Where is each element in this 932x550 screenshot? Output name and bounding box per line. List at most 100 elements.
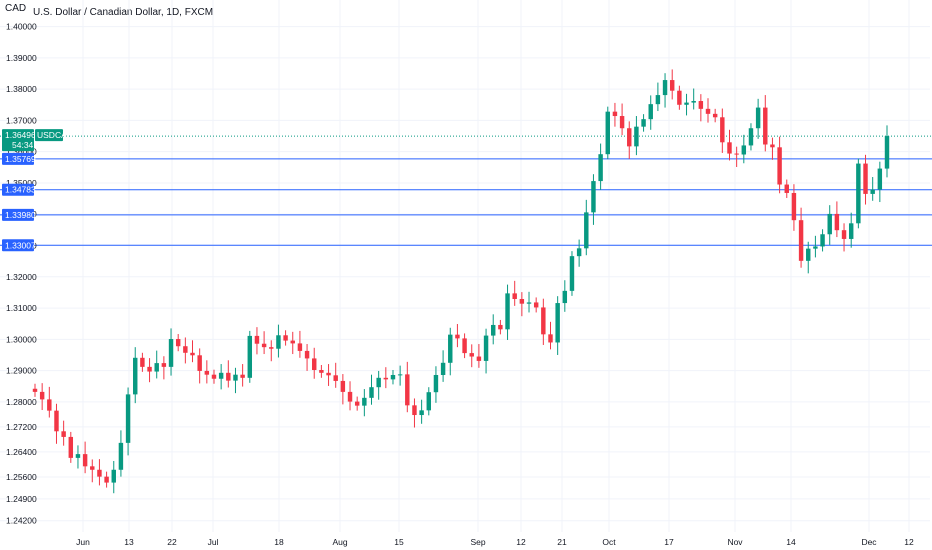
candle-body: [97, 469, 102, 477]
candle-body: [455, 334, 460, 339]
y-tick-label: 1.29000: [6, 366, 37, 376]
x-tick-label: Jul: [208, 537, 219, 547]
candle-body: [734, 153, 739, 155]
candle-body: [655, 95, 661, 105]
y-tick-label: 1.25600: [6, 472, 37, 482]
candle-body: [634, 126, 639, 147]
x-tick-label: Aug: [332, 537, 347, 547]
candle-body: [261, 343, 267, 348]
x-tick-label: 15: [394, 537, 404, 547]
candle-body: [347, 391, 353, 402]
candle-body: [834, 213, 840, 231]
x-tick-label: 17: [664, 537, 674, 547]
candle-body: [125, 394, 131, 443]
candle-body: [376, 377, 381, 388]
candle-body: [612, 111, 618, 117]
candle-body: [32, 388, 38, 392]
candle-body: [748, 128, 754, 146]
candle-body: [562, 290, 568, 304]
candle-body: [140, 357, 145, 367]
y-tick-label: 1.39000: [6, 53, 37, 63]
candle-body: [39, 391, 45, 400]
level-label: 1.35769: [5, 154, 36, 164]
candle-body: [175, 339, 181, 347]
candle-body: [827, 213, 832, 235]
candle-body: [691, 101, 696, 103]
candle-body: [312, 358, 317, 370]
x-tick-label: 12: [516, 537, 526, 547]
candle-body: [369, 387, 374, 398]
candle-body: [483, 335, 489, 361]
candle-body: [662, 80, 668, 96]
x-tick-label: Jun: [76, 537, 90, 547]
candle-body: [419, 410, 424, 416]
candle-body: [813, 246, 818, 249]
candle-body: [863, 163, 868, 194]
candle-body: [641, 119, 646, 127]
y-tick-label: 1.28000: [6, 397, 37, 407]
level-label: 1.34783: [5, 185, 36, 195]
candle-body: [584, 212, 589, 249]
candle-body: [326, 372, 331, 376]
candle-body: [727, 142, 732, 154]
candle-body: [841, 230, 847, 239]
candle-body: [283, 335, 288, 341]
candle-body: [605, 111, 610, 155]
candle-body: [290, 340, 295, 344]
candle-body: [648, 104, 653, 120]
level-label-bg: [2, 239, 34, 252]
candlestick-series: [32, 69, 890, 494]
candle-body: [297, 343, 303, 351]
candle-body: [247, 335, 253, 378]
x-tick-label: Nov: [727, 537, 743, 547]
x-tick-label: Oct: [602, 537, 616, 547]
candle-body: [569, 256, 575, 291]
x-tick-label: 21: [557, 537, 567, 547]
candle-body: [47, 399, 52, 411]
candle-body: [541, 307, 546, 335]
candle-body: [340, 380, 346, 392]
x-tick-label: 14: [786, 537, 796, 547]
grid-lines: [0, 0, 930, 532]
candle-body: [226, 372, 231, 381]
candle-body: [168, 339, 174, 367]
candle-body: [755, 107, 761, 129]
candle-body: [677, 90, 682, 105]
candle-body: [555, 303, 560, 343]
y-tick-label: 1.31000: [6, 303, 37, 313]
y-tick-label: 1.40000: [6, 22, 37, 32]
candle-body: [777, 147, 782, 185]
candle-body: [856, 163, 861, 224]
level-label-bg: [2, 152, 34, 165]
candle-body: [462, 338, 467, 354]
y-tick-label: 1.24200: [6, 516, 37, 526]
candle-body: [669, 80, 675, 91]
x-tick-label: 12: [904, 537, 914, 547]
candle-body: [61, 431, 66, 437]
candle-body: [770, 144, 775, 148]
candle-body: [684, 102, 689, 105]
candle-body: [118, 442, 124, 470]
candle-body: [806, 248, 811, 261]
y-axis-ticks: 1.40000 1.39000 1.38000 1.37000 1.36000 1.350…: [6, 22, 37, 526]
candle-body: [791, 192, 797, 221]
candle-body: [211, 374, 217, 379]
candle-body: [397, 374, 403, 376]
currency-label: CAD: [5, 3, 27, 14]
candle-body: [448, 334, 453, 363]
candle-body: [526, 302, 532, 304]
candle-body: [820, 234, 825, 247]
candle-body: [798, 220, 804, 261]
candle-body: [68, 436, 74, 458]
candle-body: [469, 353, 474, 357]
candle-body: [498, 324, 503, 330]
candle-body: [390, 374, 396, 380]
candle-body: [505, 293, 510, 330]
candle-body: [627, 128, 632, 147]
candle-body: [218, 372, 224, 379]
candle-body: [426, 392, 432, 411]
candle-body: [619, 116, 625, 129]
candle-body: [147, 366, 152, 372]
candle-body: [440, 362, 446, 375]
